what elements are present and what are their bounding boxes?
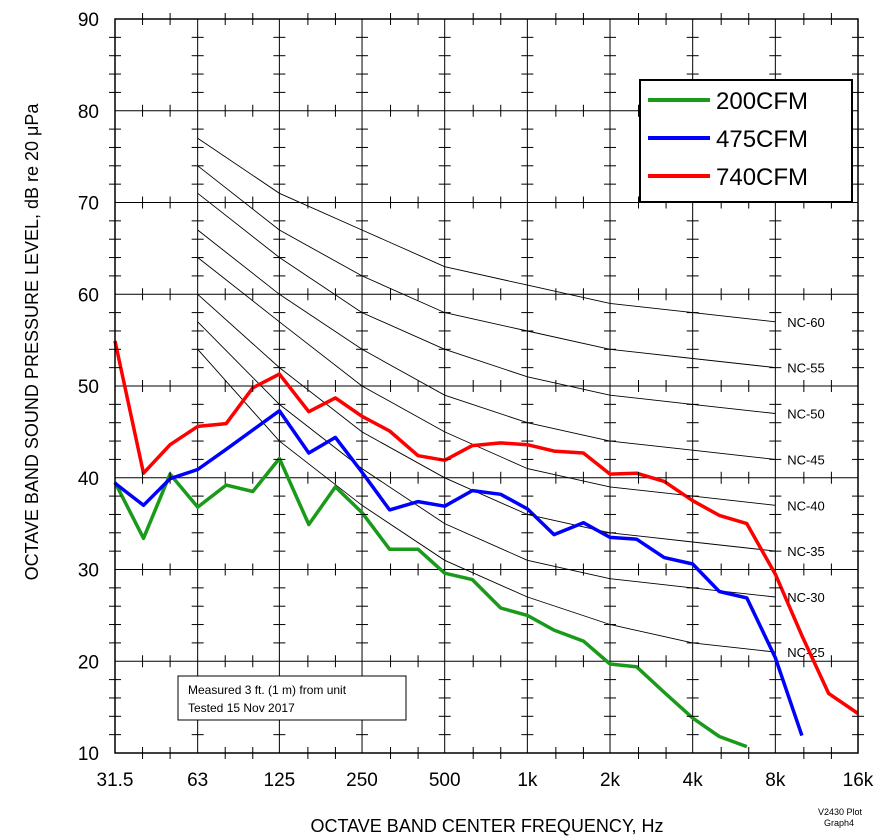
test-note-box: Measured 3 ft. (1 m) from unit Tested 15… <box>177 675 407 721</box>
nc-label-5: NC-35 <box>787 544 825 559</box>
nc-label-3: NC-45 <box>787 452 825 467</box>
nc-label-0: NC-60 <box>787 315 825 330</box>
nc-label-bg-4 <box>779 497 833 514</box>
x-tick-label-5: 1k <box>517 770 538 791</box>
x-tick-label-9: 16k <box>843 770 874 791</box>
nc-label-4: NC-40 <box>787 498 825 513</box>
y-tick-label-5: 60 <box>78 285 99 306</box>
nc-label-1: NC-55 <box>787 361 825 376</box>
x-tick-label-2: 125 <box>264 770 296 791</box>
legend-label-1: 475CFM <box>716 126 808 153</box>
plot-id-line-2: Graph4 <box>824 818 854 828</box>
nc-curve-4 <box>197 257 776 506</box>
x-tick-label-0: 31.5 <box>97 770 134 791</box>
nc-curve-2 <box>197 192 776 414</box>
x-tick-label-4: 500 <box>429 770 461 791</box>
nc-label-bg-5 <box>779 543 833 560</box>
nc-label-2: NC-50 <box>787 407 825 422</box>
nc-label-bg-7 <box>779 644 833 661</box>
y-tick-label-7: 80 <box>78 102 99 123</box>
nc-curve-6 <box>197 321 776 598</box>
note-box-frame <box>177 675 407 721</box>
y-tick-label-0: 10 <box>78 744 99 765</box>
y-tick-label-1: 20 <box>78 652 99 673</box>
nc-label-6: NC-30 <box>787 590 825 605</box>
nc-curve-1 <box>197 165 776 369</box>
y-tick-label-4: 50 <box>78 377 99 398</box>
nc-curve-5 <box>197 293 776 552</box>
axis-ticks: 31.5 63 125 250 500 1k 2k 4k 8k 16k 10 20 30 40 50 60 70… <box>78 10 874 791</box>
note-line-1: Measured 3 ft. (1 m) from unit <box>188 683 347 697</box>
nc-curve-7 <box>197 349 776 653</box>
y-tick-label-6: 70 <box>78 194 99 215</box>
nc-label-bg-0 <box>779 313 833 330</box>
nc-curves: NC-60 NC-55 NC-50 NC-45 NC-40 NC-35 NC-30 NC-25 <box>197 137 833 661</box>
nc-curve-0 <box>197 137 776 323</box>
plot-id-line-1: V2430 Plot <box>818 807 863 817</box>
legend-label-2: 740CFM <box>716 164 808 191</box>
y-tick-label-3: 40 <box>78 469 99 490</box>
y-tick-label-8: 90 <box>78 10 99 31</box>
plot-frame <box>114 18 859 754</box>
x-tick-label-7: 4k <box>683 770 704 791</box>
series-line-1 <box>113 409 804 737</box>
series-line-0 <box>113 456 748 749</box>
note-line-2: Tested 15 Nov 2017 <box>188 701 295 715</box>
nc-label-bg-1 <box>779 359 833 376</box>
data-series <box>113 340 859 749</box>
x-tick-label-8: 8k <box>765 770 786 791</box>
nc-label-bg-2 <box>779 405 833 422</box>
x-tick-label-6: 2k <box>600 770 621 791</box>
nc-label-7: NC-25 <box>787 645 825 660</box>
x-tick-label-1: 63 <box>187 770 208 791</box>
series-line-2 <box>113 340 859 715</box>
legend: 200CFM 475CFM 740CFM <box>639 79 853 203</box>
y-axis-label: OCTAVE BAND SOUND PRESSURE LEVEL, dB re … <box>22 103 42 581</box>
nc-curve-3 <box>197 229 776 460</box>
nc-label-bg-6 <box>779 589 833 606</box>
nc-label-bg-3 <box>779 451 833 468</box>
y-tick-label-2: 30 <box>78 561 99 582</box>
x-axis-label: OCTAVE BAND CENTER FREQUENCY, Hz <box>310 816 663 836</box>
x-tick-label-3: 250 <box>346 770 378 791</box>
legend-label-0: 200CFM <box>716 88 808 115</box>
